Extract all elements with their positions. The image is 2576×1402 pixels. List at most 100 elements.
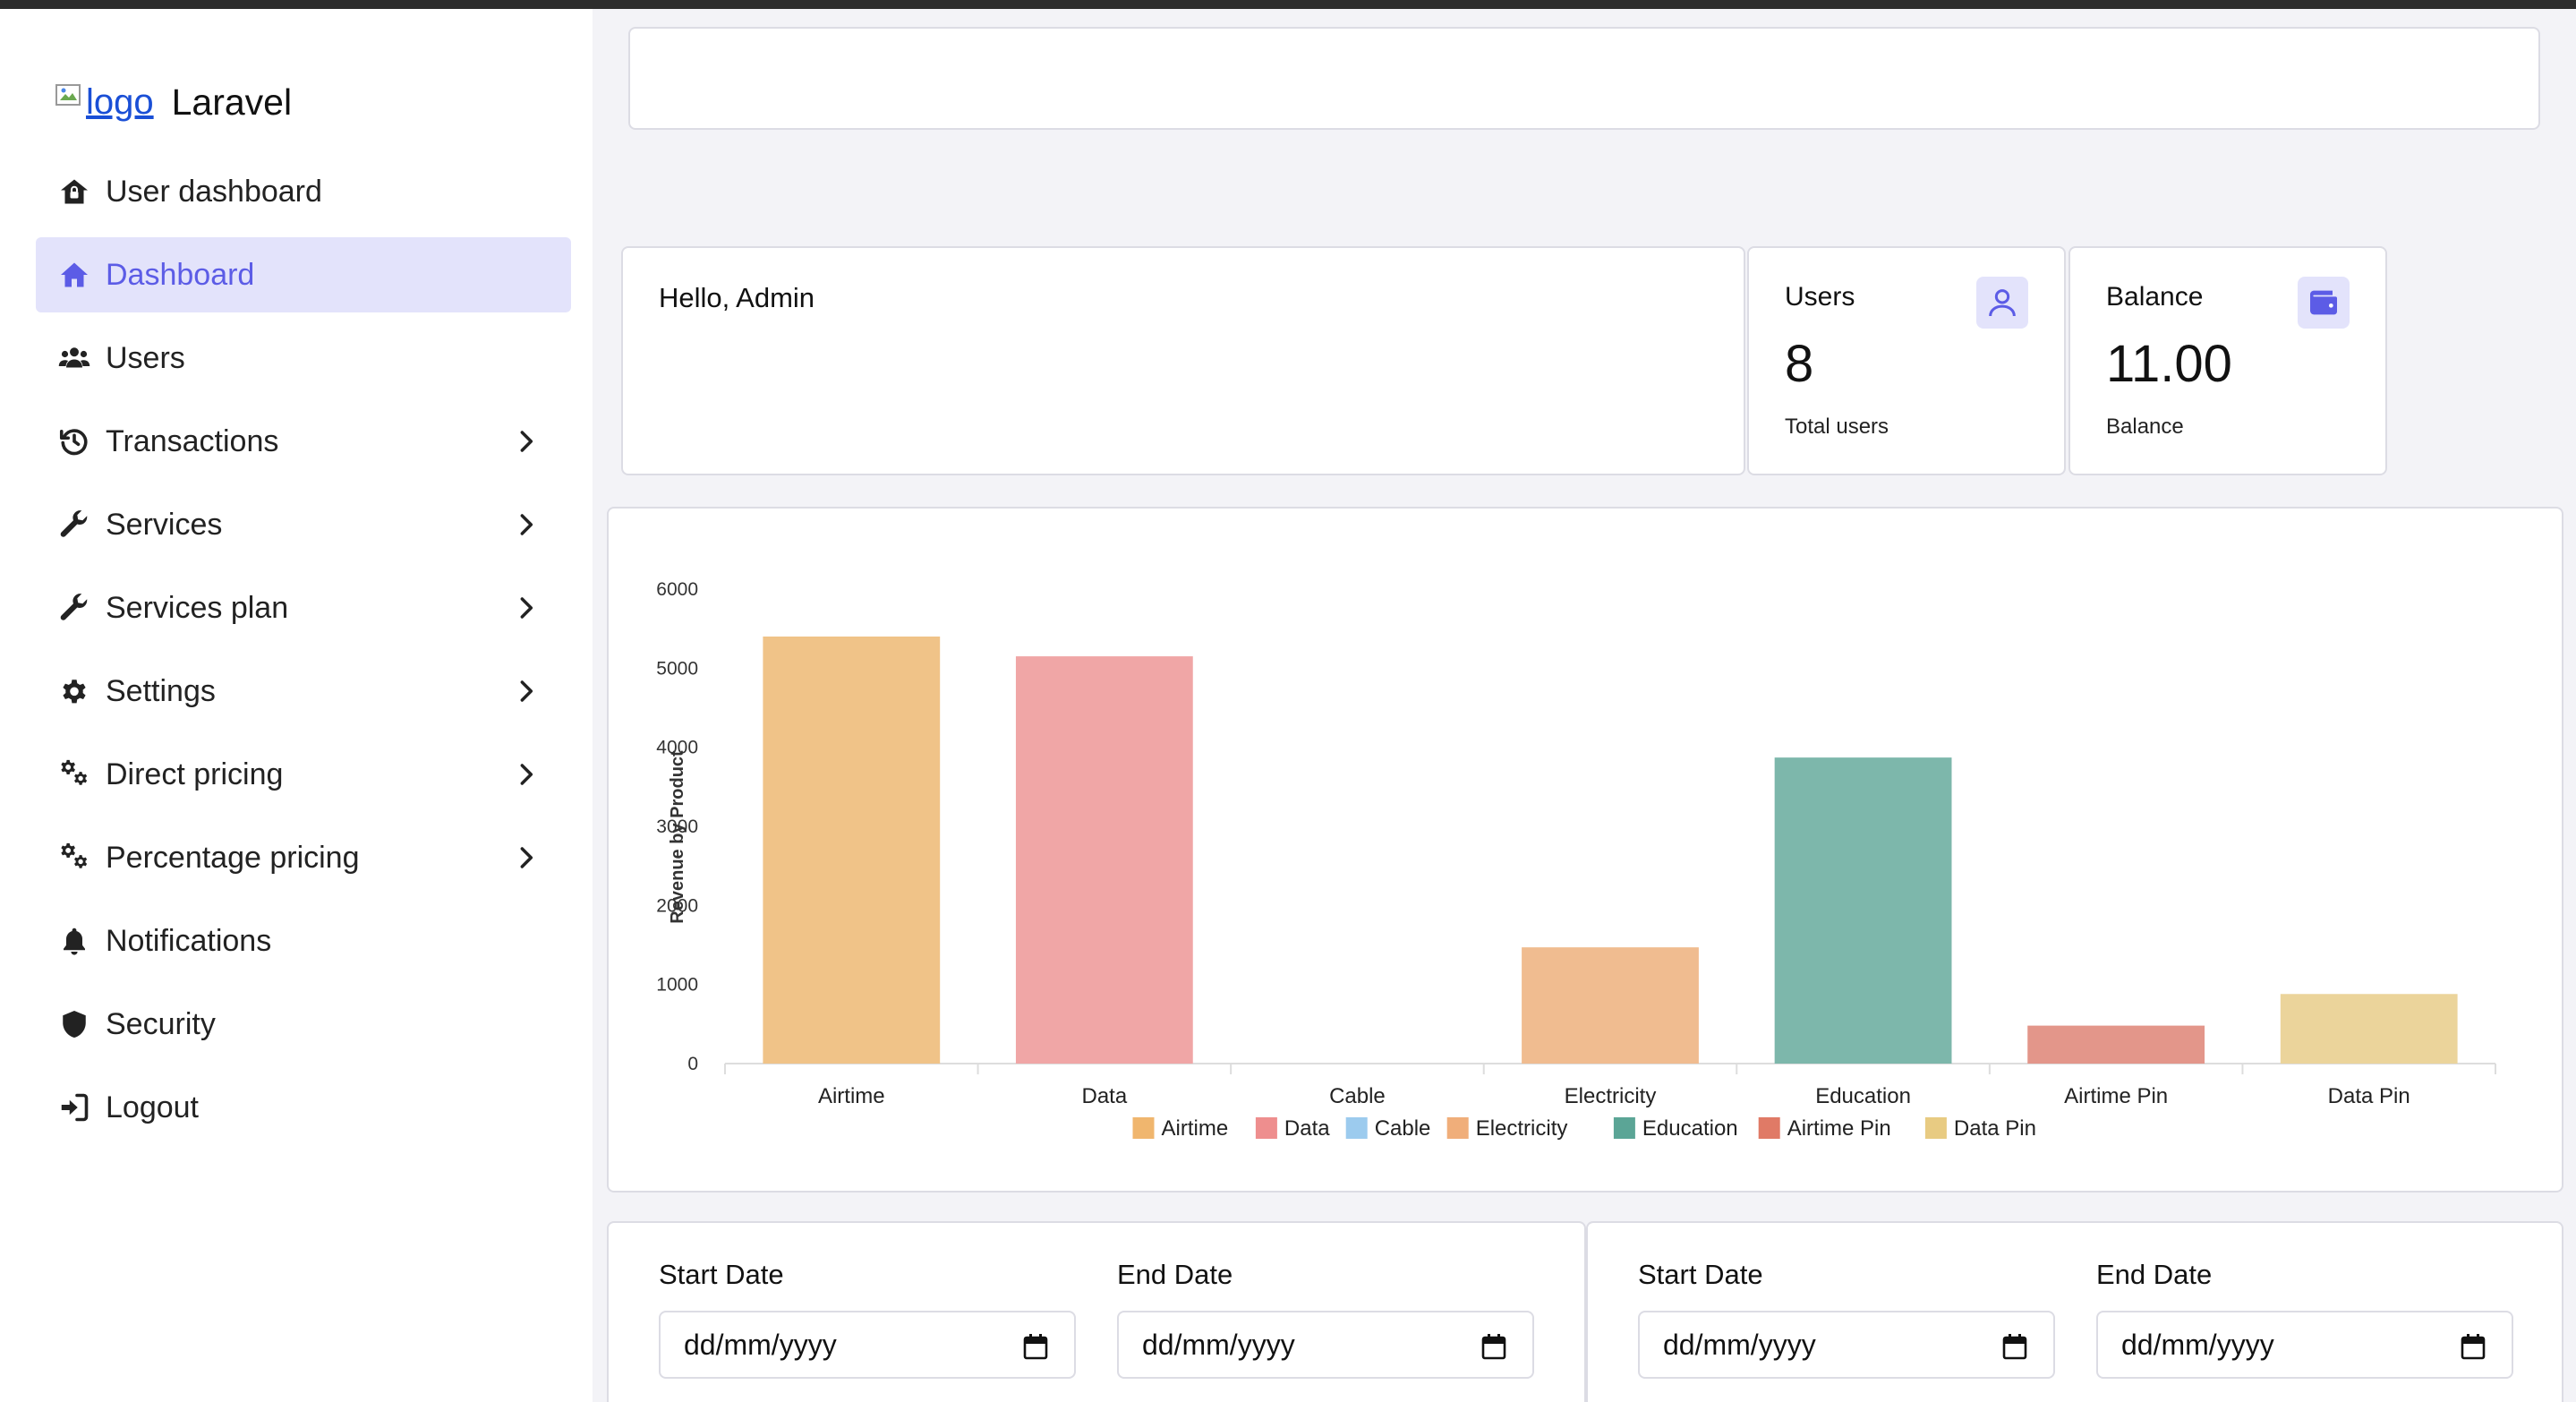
legend-swatch xyxy=(1132,1117,1155,1139)
sidebar-item-users[interactable]: Users xyxy=(36,321,571,396)
y-tick-label: 0 xyxy=(687,1054,698,1074)
legend-label: Cable xyxy=(1375,1116,1431,1141)
end-date-placeholder: dd/mm/yyyy xyxy=(1142,1328,1295,1361)
legend-swatch xyxy=(1255,1117,1277,1139)
revenue-chart-card: 0 1000 2000 3000 4000 5000 6000 Revenue by Prod… xyxy=(607,507,2563,1193)
sidebar-item-security[interactable]: Security xyxy=(36,987,571,1062)
top-search-bar[interactable] xyxy=(628,27,2540,130)
start-date-placeholder: dd/mm/yyyy xyxy=(1663,1328,1816,1361)
users-stat-subtitle: Total users xyxy=(1785,415,1889,439)
greeting-text: Hello, Admin xyxy=(659,282,815,313)
logout-icon xyxy=(55,1089,93,1126)
sidebar-item-label: Services plan xyxy=(106,590,289,625)
sidebar-item-notifications[interactable]: Notifications xyxy=(36,903,571,979)
date-filter-card-1: Start Date dd/mm/yyyy End Date dd/mm/yyy… xyxy=(607,1221,1586,1402)
brand-name: Laravel xyxy=(171,81,293,123)
gear-icon xyxy=(55,672,93,710)
sidebar: logo Laravel User dashboard Dashboard User… xyxy=(0,9,593,1402)
sidebar-item-services[interactable]: Services xyxy=(36,487,571,562)
sidebar-item-label: Percentage pricing xyxy=(106,840,360,875)
sidebar-item-services-plan[interactable]: Services plan xyxy=(36,570,571,645)
home-lock-icon xyxy=(55,173,93,210)
start-date-label: Start Date xyxy=(1638,1259,1763,1290)
x-tick-label: Airtime xyxy=(818,1084,885,1108)
calendar-icon[interactable] xyxy=(2460,1332,2486,1361)
bar-electricity xyxy=(1522,947,1699,1064)
sidebar-item-label: Services xyxy=(106,507,223,542)
sidebar-item-direct-pricing[interactable]: Direct pricing xyxy=(36,737,571,812)
chevron-right-icon[interactable] xyxy=(512,760,541,789)
sidebar-item-settings[interactable]: Settings xyxy=(36,654,571,729)
sidebar-item-dashboard[interactable]: Dashboard xyxy=(36,237,571,312)
start-date-group: Start Date dd/mm/yyyy xyxy=(1638,1259,2055,1379)
legend-label: Data xyxy=(1284,1116,1330,1141)
sidebar-nav: User dashboard Dashboard Users Transactions… xyxy=(36,154,571,1153)
y-axis-label: Revenue by Product xyxy=(668,750,687,924)
end-date-group: End Date dd/mm/yyyy xyxy=(1117,1259,1534,1379)
legend-swatch xyxy=(1446,1117,1469,1139)
sidebar-item-label: Security xyxy=(106,1006,216,1041)
calendar-icon[interactable] xyxy=(1480,1332,1507,1361)
brand[interactable]: logo Laravel xyxy=(55,66,292,138)
bell-icon xyxy=(55,922,93,960)
chevron-right-icon[interactable] xyxy=(512,510,541,539)
legend-label: Airtime xyxy=(1162,1116,1229,1141)
sidebar-item-label: Notifications xyxy=(106,923,272,958)
sidebar-item-label: Direct pricing xyxy=(106,757,284,791)
x-tick-label: Data xyxy=(1082,1084,1128,1108)
greeting-card: Hello, Admin xyxy=(621,246,1745,475)
top-bar xyxy=(0,0,2576,9)
y-tick-label: 3000 xyxy=(656,816,698,837)
bar-data xyxy=(1015,656,1193,1064)
balance-stat-card: Balance 11.00 Balance xyxy=(2068,246,2387,475)
wallet-icon xyxy=(2298,277,2350,329)
start-date-placeholder: dd/mm/yyyy xyxy=(684,1328,837,1361)
legend-swatch xyxy=(1758,1117,1780,1139)
wrench-icon xyxy=(55,506,93,543)
sidebar-item-percentage-pricing[interactable]: Percentage pricing xyxy=(36,820,571,895)
sidebar-item-transactions[interactable]: Transactions xyxy=(36,404,571,479)
calendar-icon[interactable] xyxy=(2001,1332,2028,1361)
legend-label: Data Pin xyxy=(1954,1116,2036,1141)
balance-stat-value: 11.00 xyxy=(2106,335,2232,393)
sidebar-item-logout[interactable]: Logout xyxy=(36,1070,571,1145)
sidebar-item-label: Transactions xyxy=(106,423,279,458)
end-date-input[interactable]: dd/mm/yyyy xyxy=(1117,1311,1534,1379)
legend-label: Airtime Pin xyxy=(1787,1116,1891,1141)
chevron-right-icon[interactable] xyxy=(512,843,541,872)
chevron-right-icon[interactable] xyxy=(512,594,541,622)
logo-alt-text: logo xyxy=(86,82,154,122)
start-date-input[interactable]: dd/mm/yyyy xyxy=(1638,1311,2055,1379)
wrench-icon xyxy=(55,589,93,627)
sidebar-item-label: Users xyxy=(106,340,185,375)
balance-stat-subtitle: Balance xyxy=(2106,415,2184,439)
x-tick-label: Education xyxy=(1815,1084,1911,1108)
bar-education xyxy=(1774,757,1952,1064)
legend-swatch xyxy=(1345,1117,1368,1139)
y-tick-label: 4000 xyxy=(656,738,698,758)
logo-image[interactable]: logo xyxy=(55,81,154,124)
bar-data-pin xyxy=(2280,994,2458,1064)
end-date-input[interactable]: dd/mm/yyyy xyxy=(2096,1311,2513,1379)
end-date-label: End Date xyxy=(1117,1259,1233,1290)
gears-icon xyxy=(55,756,93,793)
x-tick-label: Cable xyxy=(1329,1084,1386,1108)
sidebar-item-user-dashboard[interactable]: User dashboard xyxy=(36,154,571,229)
users-stat-value: 8 xyxy=(1785,335,1814,393)
start-date-input[interactable]: dd/mm/yyyy xyxy=(659,1311,1076,1379)
calendar-icon[interactable] xyxy=(1022,1332,1049,1361)
balance-stat-title: Balance xyxy=(2106,282,2204,312)
y-tick-label: 6000 xyxy=(656,579,698,600)
sidebar-item-label: Dashboard xyxy=(106,257,255,292)
user-icon xyxy=(1976,277,2028,329)
sidebar-item-label: Settings xyxy=(106,673,216,708)
x-tick-label: Airtime Pin xyxy=(2064,1084,2168,1108)
chevron-right-icon[interactable] xyxy=(512,427,541,456)
end-date-label: End Date xyxy=(2096,1259,2213,1290)
chevron-right-icon[interactable] xyxy=(512,677,541,705)
broken-image-icon xyxy=(55,84,81,106)
bar-airtime xyxy=(763,637,941,1064)
start-date-group: Start Date dd/mm/yyyy xyxy=(659,1259,1076,1379)
legend-swatch xyxy=(1924,1117,1947,1139)
users-stat-card: Users 8 Total users xyxy=(1747,246,2066,475)
